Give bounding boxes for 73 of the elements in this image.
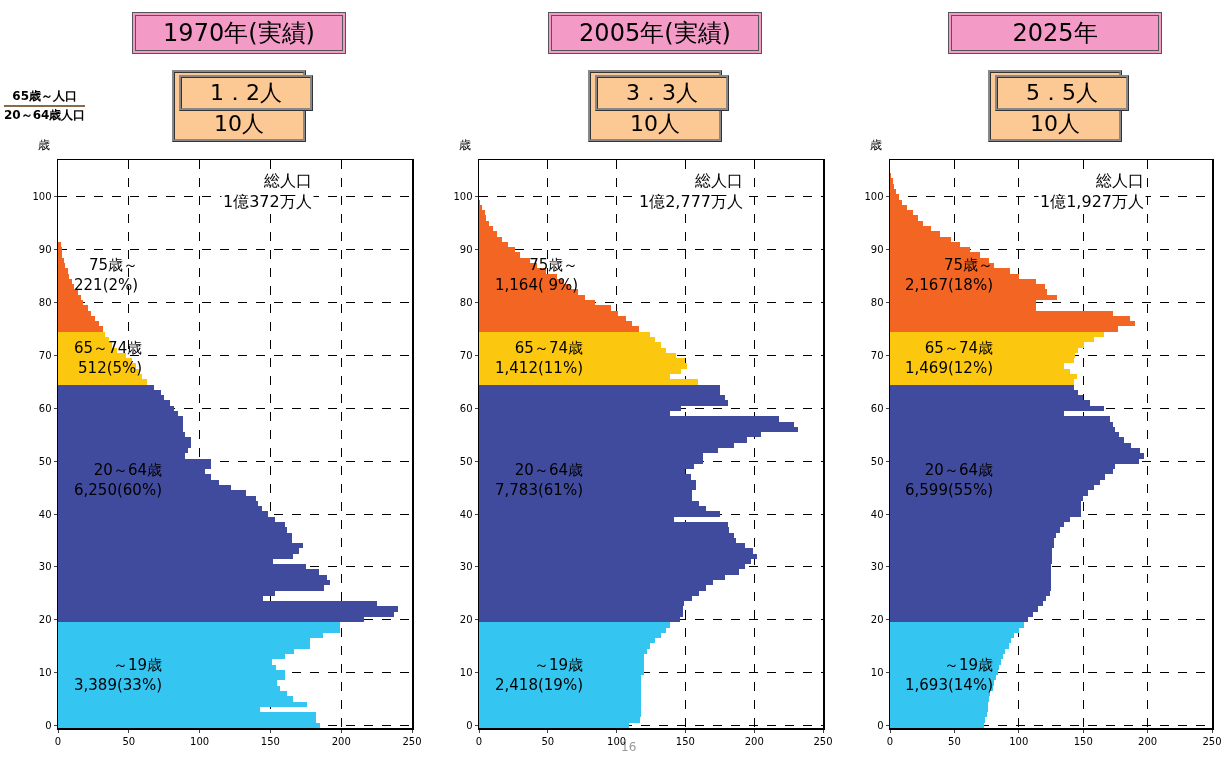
y-tick-label: 40 [459,508,473,520]
y-tick-label: 70 [870,350,884,361]
chart-subtitle: 3．3人 10人 [625,79,699,138]
y-tick-label: 70 [38,350,52,361]
y-tick-label: 20 [870,614,884,626]
x-tick-label: 50 [541,735,555,747]
annotation: 20～64歳 6,599(55%) [905,461,993,499]
annotation: 20～64歳 7,783(61%) [495,461,583,499]
y-tick-label: 10 [870,667,884,679]
y-tick-label: 90 [870,244,884,256]
y-tick-label: 80 [38,297,52,309]
x-tick-label: 150 [1073,735,1093,747]
chart-title: 1970年(実績) [132,12,346,54]
text: 65歳～人口 20～64歳人口 [4,88,86,124]
y-tick-label: 100 [453,191,473,203]
y-tick-label: 30 [459,561,473,573]
annotation: ～19歳 2,418(19%) [495,656,583,694]
x-tick-label: 250 [402,735,422,747]
chart-title: 2025年 [948,12,1162,54]
y-tick-label: 50 [459,455,473,467]
y-tick-label: 60 [38,402,52,414]
y-tick-label: 20 [38,614,52,626]
y-tick-label: 40 [38,508,52,520]
chart-subtitle: 5．5人 10人 [1025,79,1099,138]
y-tick-label: 90 [38,244,52,256]
y-tick-label: 90 [459,244,473,256]
y-axis-title: 歳 [38,138,50,152]
y-tick-label: 100 [864,191,884,203]
x-tick-label: 200 [744,735,764,747]
x-tick-label: 150 [260,735,280,747]
x-tick-label: 50 [122,735,136,747]
y-tick-label: 100 [32,191,52,203]
chart-subtitle: 1．2人 10人 [209,79,283,138]
y-tick-label: 30 [870,561,884,573]
chart-title: 2005年(実績) [548,12,762,54]
y-tick-label: 10 [459,667,473,679]
x-tick-label: 200 [331,735,351,747]
y-axis-title: 歳 [870,138,882,152]
x-tick-label: 0 [475,735,483,747]
annotation: 総人口 1億2,777万人 [639,171,743,211]
annotation: 総人口 1億372万人 [223,171,312,211]
y-tick-label: 10 [38,667,52,679]
y-axis-title: 歳 [459,138,471,152]
annotation: 75歳～ 221(2%) [74,256,139,294]
x-tick-label: 100 [190,735,210,747]
y-tick-label: 50 [38,455,52,467]
annotation: 総人口 1億1,927万人 [1040,171,1144,211]
y-tick-label: 70 [459,350,473,361]
x-tick-label: 0 [886,735,894,747]
y-tick-label: 0 [45,719,52,731]
x-tick-label: 250 [813,735,833,747]
y-tick-label: 80 [870,297,884,309]
y-tick-label: 80 [459,297,473,309]
annotation: 20～64歳 6,250(60%) [74,461,162,499]
x-tick-label: 250 [1202,735,1222,747]
y-tick-label: 30 [38,561,52,573]
y-tick-label: 20 [459,614,473,626]
y-tick-label: 40 [870,508,884,520]
x-tick-label: 100 [1009,735,1029,747]
annotation: 75歳～ 2,167(18%) [905,256,993,294]
annotation: ～19歳 3,389(33%) [74,656,162,694]
y-tick-label: 0 [877,719,884,731]
y-tick-label: 60 [870,402,884,414]
x-tick-label: 200 [1138,735,1158,747]
annotation: 65～74歳 1,469(12%) [905,339,993,377]
y-tick-label: 60 [459,402,473,414]
x-tick-label: 150 [675,735,695,747]
x-tick-label: 50 [948,735,961,747]
y-tick-label: 0 [466,719,473,731]
y-tick-label: 50 [870,455,884,467]
x-tick-label: 0 [54,735,62,747]
annotation: ～19歳 1,693(14%) [905,656,993,694]
annotation: 65～74歳 1,412(11%) [495,339,583,377]
